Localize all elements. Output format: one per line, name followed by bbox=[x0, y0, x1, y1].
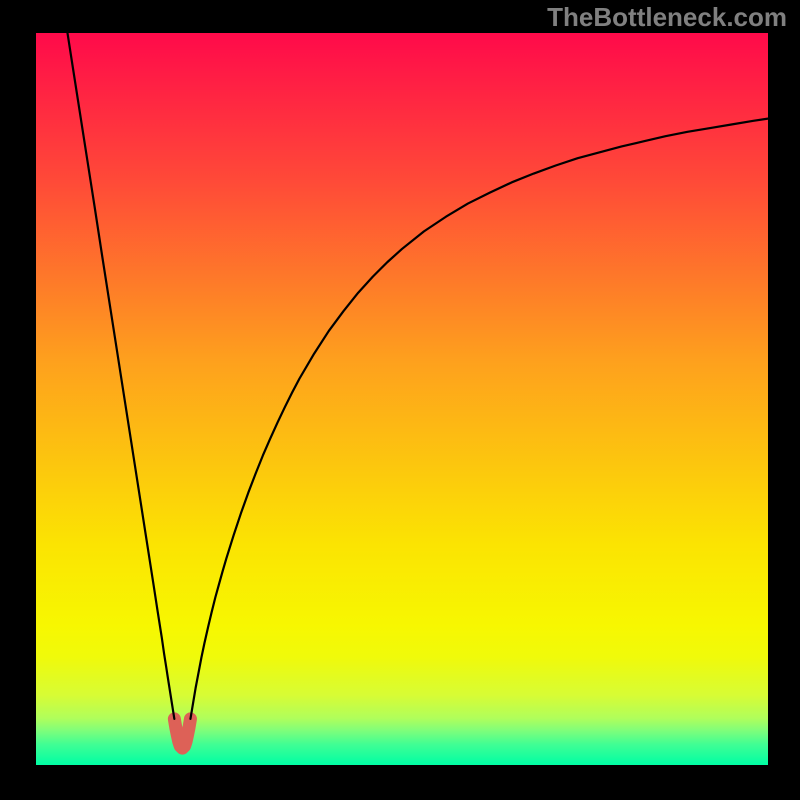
watermark-text: TheBottleneck.com bbox=[547, 2, 787, 33]
outer-frame: TheBottleneck.com bbox=[0, 0, 800, 800]
gradient-background bbox=[36, 33, 768, 765]
plot-area bbox=[36, 33, 768, 765]
